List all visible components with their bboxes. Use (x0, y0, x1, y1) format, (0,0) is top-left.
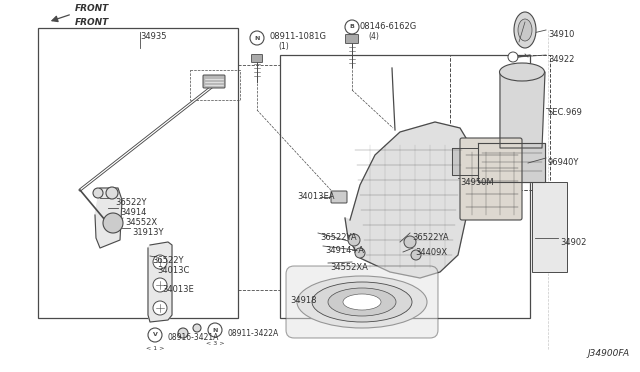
Text: 34409X: 34409X (415, 248, 447, 257)
Text: 34914+A: 34914+A (325, 246, 364, 255)
Circle shape (93, 188, 103, 198)
Circle shape (208, 323, 222, 337)
Circle shape (404, 236, 416, 248)
Text: 08146-6162G: 08146-6162G (360, 22, 417, 31)
Circle shape (508, 52, 518, 62)
Text: < 3 >: < 3 > (205, 341, 224, 346)
Circle shape (355, 248, 365, 258)
Text: (4): (4) (368, 32, 379, 41)
Circle shape (148, 328, 162, 342)
FancyBboxPatch shape (203, 75, 225, 88)
Polygon shape (452, 148, 478, 175)
Circle shape (178, 328, 188, 338)
Text: 34552XA: 34552XA (330, 263, 368, 272)
Text: B: B (349, 25, 355, 29)
Ellipse shape (343, 294, 381, 310)
Ellipse shape (518, 19, 532, 41)
Text: FRONT: FRONT (75, 18, 109, 27)
Polygon shape (500, 72, 545, 148)
Text: J34900FA: J34900FA (588, 349, 630, 358)
FancyBboxPatch shape (252, 55, 262, 62)
Text: 34910: 34910 (548, 30, 574, 39)
FancyBboxPatch shape (460, 138, 522, 220)
Text: 34918: 34918 (290, 296, 317, 305)
Circle shape (348, 234, 360, 246)
Circle shape (153, 301, 167, 315)
Polygon shape (148, 242, 172, 322)
Text: 34950M: 34950M (460, 178, 493, 187)
FancyBboxPatch shape (286, 266, 438, 338)
Circle shape (153, 255, 167, 269)
Text: < 1 >: < 1 > (146, 346, 164, 351)
Text: 36522YA: 36522YA (412, 233, 449, 242)
Text: 34013E: 34013E (162, 285, 194, 294)
Bar (450, 55, 550, 190)
Bar (532, 182, 567, 272)
Text: 36522YA: 36522YA (320, 233, 356, 242)
Bar (38, 28, 238, 318)
Text: N: N (212, 327, 218, 333)
Text: 96940Y: 96940Y (548, 158, 579, 167)
Text: 34914: 34914 (120, 208, 147, 217)
Ellipse shape (499, 63, 545, 81)
Circle shape (345, 20, 359, 34)
Polygon shape (345, 122, 472, 278)
Circle shape (106, 187, 118, 199)
Ellipse shape (312, 282, 412, 322)
Text: 34902: 34902 (560, 238, 586, 247)
Circle shape (193, 324, 201, 332)
Circle shape (153, 278, 167, 292)
Text: 34013EA: 34013EA (297, 192, 335, 201)
Text: 34935: 34935 (140, 32, 166, 41)
Circle shape (411, 250, 421, 260)
Text: 08911-1081G: 08911-1081G (270, 32, 327, 41)
Ellipse shape (328, 288, 396, 316)
Circle shape (250, 31, 264, 45)
FancyBboxPatch shape (346, 35, 358, 44)
Text: 34552X: 34552X (125, 218, 157, 227)
Text: 08916-3421A: 08916-3421A (168, 334, 220, 343)
Circle shape (103, 213, 123, 233)
Ellipse shape (297, 276, 427, 328)
Text: N: N (254, 35, 260, 41)
Text: 36522Y: 36522Y (152, 256, 184, 265)
Polygon shape (95, 188, 122, 248)
Text: 36522Y: 36522Y (115, 198, 147, 207)
Bar (280, 55, 530, 318)
Polygon shape (478, 143, 545, 182)
Text: V: V (152, 333, 157, 337)
Text: 34922: 34922 (548, 55, 574, 64)
Text: FRONT: FRONT (75, 4, 109, 13)
Text: 31913Y: 31913Y (132, 228, 163, 237)
FancyBboxPatch shape (331, 191, 347, 203)
Ellipse shape (514, 12, 536, 48)
Text: SEC.969: SEC.969 (548, 108, 583, 117)
Text: 08911-3422A: 08911-3422A (228, 328, 279, 337)
Text: (1): (1) (278, 42, 289, 51)
Text: 34013C: 34013C (157, 266, 189, 275)
